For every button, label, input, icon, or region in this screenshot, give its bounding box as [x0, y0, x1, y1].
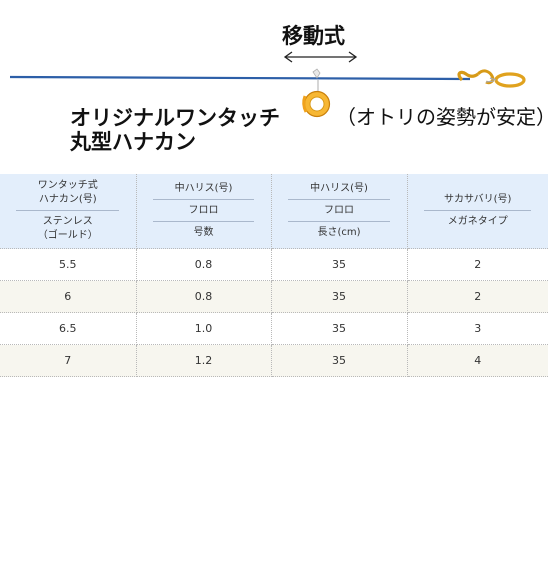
cell-harisu-length: 35 [271, 280, 408, 313]
cell-harisu-length: 35 [271, 248, 408, 281]
cell-sakasabari: 3 [407, 312, 548, 345]
stability-note: （オトリの姿勢が安定） [336, 105, 556, 129]
cell-harisu-size: 1.2 [136, 344, 272, 377]
cell-harisu-size: 0.8 [136, 248, 272, 281]
table-row: 6 0.8 35 2 [0, 280, 548, 313]
rig-diagram: 移動式 オリジナルワンタッチ 丸型ハナカン （オトリの姿勢が安定） [0, 0, 559, 170]
cell-harisu-length: 35 [271, 312, 408, 345]
cell-hanakan: 7 [0, 344, 137, 377]
cell-harisu-length: 35 [271, 344, 408, 377]
product-title-line1: オリジナルワンタッチ [70, 106, 280, 130]
sakasa-hook-icon [457, 69, 526, 88]
header-harisu-size: 中ハリス(号) フロロ 号数 [136, 174, 272, 249]
table-row: 7 1.2 35 4 [0, 344, 548, 377]
header-hanakan: ワンタッチ式 ハナカン(号) ステンレス （ゴールド） [0, 174, 137, 249]
table-row: 6.5 1.0 35 3 [0, 312, 548, 345]
cell-harisu-size: 1.0 [136, 312, 272, 345]
move-range-arrow [283, 51, 358, 63]
header-harisu-length: 中ハリス(号) フロロ 長さ(cm) [271, 174, 408, 249]
move-label: 移動式 [282, 24, 345, 48]
cell-sakasabari: 2 [407, 248, 548, 281]
cell-sakasabari: 2 [407, 280, 548, 313]
cell-sakasabari: 4 [407, 344, 548, 377]
header-sakasabari: サカサバリ(号) メガネタイプ [407, 174, 548, 249]
cell-hanakan: 5.5 [0, 248, 137, 281]
rig-illustration [9, 51, 526, 118]
cell-hanakan: 6.5 [0, 312, 137, 345]
table-header-row: ワンタッチ式 ハナカン(号) ステンレス （ゴールド） 中ハリス(号) フロロ … [0, 174, 548, 249]
clip-icon [312, 68, 321, 92]
spec-table: ワンタッチ式 ハナカン(号) ステンレス （ゴールド） 中ハリス(号) フロロ … [0, 174, 548, 377]
fishing-line [9, 75, 471, 81]
table-row: 5.5 0.8 35 2 [0, 248, 548, 281]
ring-hanakan-icon [302, 90, 331, 118]
product-title-line2: 丸型ハナカン [70, 130, 196, 154]
cell-harisu-size: 0.8 [136, 280, 272, 313]
cell-hanakan: 6 [0, 280, 137, 313]
